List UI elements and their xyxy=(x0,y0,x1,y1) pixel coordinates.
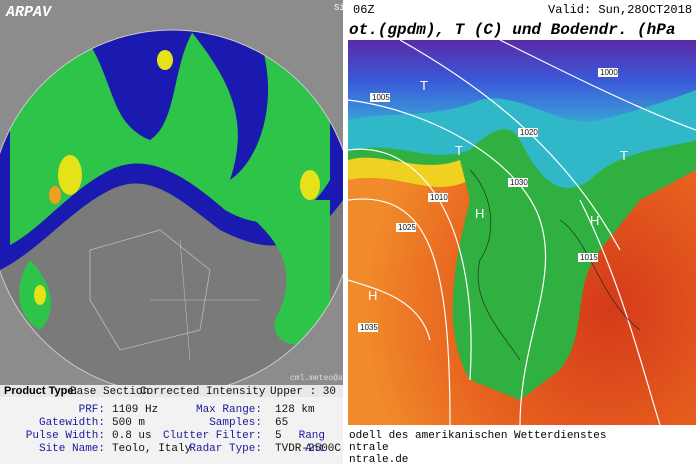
isobar-label-bg xyxy=(358,323,378,332)
logo: ARPAV xyxy=(5,4,53,21)
param-value: 5 xyxy=(275,430,282,442)
param-key: Site Name: xyxy=(39,443,105,455)
product-mode: Corrected Intensity xyxy=(140,386,266,398)
param-key: PRF: xyxy=(79,404,105,416)
isobar-label-bg xyxy=(396,223,416,232)
product-upper: Upper : 30 xyxy=(270,386,336,398)
param-value: 65 xyxy=(275,417,288,429)
param-key: Gatewidth: xyxy=(39,417,105,429)
isobar-label-bg xyxy=(518,128,538,137)
param-value: Teolo, Italy xyxy=(112,443,192,455)
footer-line: odell des amerikanischen Wetterdienstes xyxy=(349,430,606,442)
isobar-label-bg xyxy=(508,178,528,187)
param-key: Pulse Width: xyxy=(26,430,105,442)
param-key: Clutter Filter: xyxy=(163,430,262,442)
param-value: 500 m xyxy=(112,417,145,429)
weather-map: 06Z Valid: Sun,28OCT2018 ot.(gpdm), T (C… xyxy=(348,3,696,466)
isobar-label: 1020 xyxy=(520,128,538,137)
credit: cml.meteo@arpa xyxy=(290,374,357,383)
isobar-label: 1025 xyxy=(398,223,416,232)
pressure-symbol: T xyxy=(420,78,428,93)
param-key: Max Range: xyxy=(196,404,262,416)
isobar-label: 1035 xyxy=(360,323,378,332)
param-value: 1109 Hz xyxy=(112,404,158,416)
isobar-label: 1010 xyxy=(430,193,448,202)
pressure-symbol: H xyxy=(475,206,484,221)
param-key: Radar Type: xyxy=(189,443,262,455)
param-key: Rang xyxy=(299,430,325,442)
product-value: Base Section xyxy=(70,386,149,398)
pressure-symbol: H xyxy=(590,213,599,228)
param-key: Samples: xyxy=(209,417,262,429)
isobar-label-bg xyxy=(370,93,390,102)
isobar-labels: 1000 1005 1010 1015 1020 1025 1030 1035 H H H T T T xyxy=(358,68,628,332)
isobar-label: 1015 xyxy=(580,253,598,262)
footer-line: ntrale xyxy=(349,442,389,454)
isobar-label-bg xyxy=(598,68,618,77)
site-label: Sit xyxy=(334,3,350,13)
footer-line: ntrale.de xyxy=(349,454,408,464)
isobar-label-bg xyxy=(428,193,448,202)
radar-info: Product Type: Base Section Corrected Int… xyxy=(0,385,343,464)
radar-image: ARPAV Sit cml.meteo@arpa xyxy=(0,0,357,385)
param-value: 0.8 us xyxy=(112,430,152,442)
parameter-table: PRF: 1109 Hz Max Range: 128 km Gatewidth: 500… xyxy=(26,404,342,455)
isobar-label: 1005 xyxy=(372,93,390,102)
param-value: 128 km xyxy=(275,404,315,416)
pressure-symbol: H xyxy=(368,288,377,303)
param-value: TVDR-2500C xyxy=(275,443,341,455)
isobar-label: 1000 xyxy=(600,68,618,77)
pressure-symbol: T xyxy=(455,143,463,158)
param-key: Ant xyxy=(305,443,325,455)
isobar-label-bg xyxy=(578,253,598,262)
product-label: Product Type: xyxy=(4,385,77,397)
isobar-label: 1030 xyxy=(510,178,528,187)
valid-time: Valid: Sun,28OCT2018 xyxy=(548,3,692,17)
pressure-symbol: T xyxy=(620,148,628,163)
run-time: 06Z xyxy=(353,3,375,17)
map-title: ot.(gpdm), T (C) und Bodendr. (hPa xyxy=(349,21,675,39)
